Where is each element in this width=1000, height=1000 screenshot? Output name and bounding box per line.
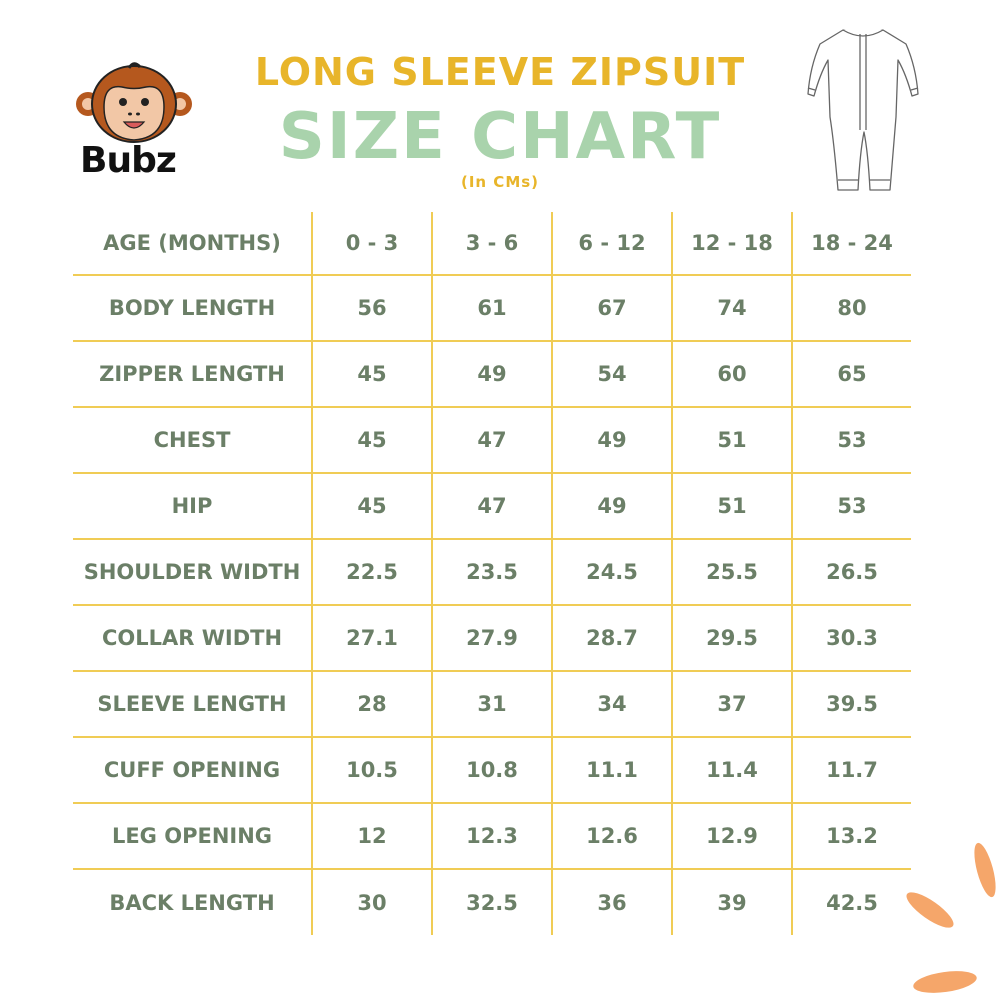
decorative-strokes-icon — [906, 842, 996, 993]
cell-value: 22.5 — [311, 538, 432, 605]
cell-value: 53 — [791, 406, 911, 473]
table-row: ZIPPER LENGTH 45 49 54 60 65 — [73, 340, 911, 407]
zipsuit-icon — [807, 29, 919, 191]
size-chart-table: AGE (MONTHS) 0 - 3 3 - 6 6 - 12 12 - 18 … — [73, 212, 911, 935]
cell-value: 28 — [311, 670, 432, 737]
cell-value: 45 — [311, 406, 432, 473]
cell-value: 28.7 — [551, 604, 672, 671]
cell-value: 27.9 — [431, 604, 552, 671]
cell-value: 51 — [671, 472, 792, 539]
row-label: LEG OPENING — [73, 802, 312, 869]
cell-value: 13.2 — [791, 802, 911, 869]
table-row: CHEST 45 47 49 51 53 — [73, 406, 911, 473]
cell-value: 56 — [311, 274, 432, 341]
cell-value: 30 — [311, 868, 432, 935]
table-row: BODY LENGTH 56 61 67 74 80 — [73, 274, 911, 341]
cell-value: 12 — [311, 802, 432, 869]
header-row: AGE (MONTHS) 0 - 3 3 - 6 6 - 12 12 - 18 … — [73, 212, 911, 275]
cell-value: 11.4 — [671, 736, 792, 803]
cell-value: 53 — [791, 472, 911, 539]
brand-name: Bubz — [80, 140, 177, 181]
row-label: CHEST — [73, 406, 312, 473]
row-label: BACK LENGTH — [73, 868, 312, 935]
cell-value: 10.8 — [431, 736, 552, 803]
monkey-logo-icon — [76, 62, 192, 143]
cell-value: 65 — [791, 340, 911, 407]
row-label: COLLAR WIDTH — [73, 604, 312, 671]
cell-value: 32.5 — [431, 868, 552, 935]
table-row: SHOULDER WIDTH 22.5 23.5 24.5 25.5 26.5 — [73, 538, 911, 605]
age-column: 0 - 3 — [311, 212, 432, 275]
cell-value: 11.1 — [551, 736, 672, 803]
cell-value: 10.5 — [311, 736, 432, 803]
table-row: COLLAR WIDTH 27.1 27.9 28.7 29.5 30.3 — [73, 604, 911, 671]
cell-value: 27.1 — [311, 604, 432, 671]
cell-value: 12.6 — [551, 802, 672, 869]
row-label: HIP — [73, 472, 312, 539]
cell-value: 42.5 — [791, 868, 911, 935]
table-row: CUFF OPENING 10.5 10.8 11.1 11.4 11.7 — [73, 736, 911, 803]
cell-value: 61 — [431, 274, 552, 341]
cell-value: 74 — [671, 274, 792, 341]
cell-value: 49 — [551, 406, 672, 473]
cell-value: 51 — [671, 406, 792, 473]
table-row: HIP 45 47 49 51 53 — [73, 472, 911, 539]
age-column: 6 - 12 — [551, 212, 672, 275]
age-column: 18 - 24 — [791, 212, 911, 275]
cell-value: 25.5 — [671, 538, 792, 605]
age-column: 12 - 18 — [671, 212, 792, 275]
page-subtitle: SIZE CHART — [278, 100, 722, 174]
cell-value: 36 — [551, 868, 672, 935]
cell-value: 39 — [671, 868, 792, 935]
row-label: SLEEVE LENGTH — [73, 670, 312, 737]
cell-value: 45 — [311, 472, 432, 539]
cell-value: 80 — [791, 274, 911, 341]
cell-value: 60 — [671, 340, 792, 407]
age-header-label: AGE (MONTHS) — [103, 231, 281, 255]
table-row: SLEEVE LENGTH 28 31 34 37 39.5 — [73, 670, 911, 737]
unit-note: (In CMs) — [460, 173, 540, 191]
cell-value: 12.9 — [671, 802, 792, 869]
cell-value: 23.5 — [431, 538, 552, 605]
table-row: BACK LENGTH 30 32.5 36 39 42.5 — [73, 868, 911, 935]
row-label: ZIPPER LENGTH — [73, 340, 312, 407]
cell-value: 39.5 — [791, 670, 911, 737]
cell-value: 47 — [431, 472, 552, 539]
cell-value: 12.3 — [431, 802, 552, 869]
cell-value: 37 — [671, 670, 792, 737]
cell-value: 54 — [551, 340, 672, 407]
cell-value: 67 — [551, 274, 672, 341]
table-row: LEG OPENING 12 12.3 12.6 12.9 13.2 — [73, 802, 911, 869]
cell-value: 26.5 — [791, 538, 911, 605]
cell-value: 30.3 — [791, 604, 911, 671]
cell-value: 49 — [431, 340, 552, 407]
cell-value: 49 — [551, 472, 672, 539]
age-column: 3 - 6 — [431, 212, 552, 275]
page-title: LONG SLEEVE ZIPSUIT — [254, 50, 746, 94]
cell-value: 47 — [431, 406, 552, 473]
cell-value: 45 — [311, 340, 432, 407]
row-label: CUFF OPENING — [73, 736, 312, 803]
row-label: SHOULDER WIDTH — [73, 538, 312, 605]
cell-value: 24.5 — [551, 538, 672, 605]
cell-value: 11.7 — [791, 736, 911, 803]
cell-value: 29.5 — [671, 604, 792, 671]
cell-value: 31 — [431, 670, 552, 737]
cell-value: 34 — [551, 670, 672, 737]
row-label: BODY LENGTH — [73, 274, 312, 341]
